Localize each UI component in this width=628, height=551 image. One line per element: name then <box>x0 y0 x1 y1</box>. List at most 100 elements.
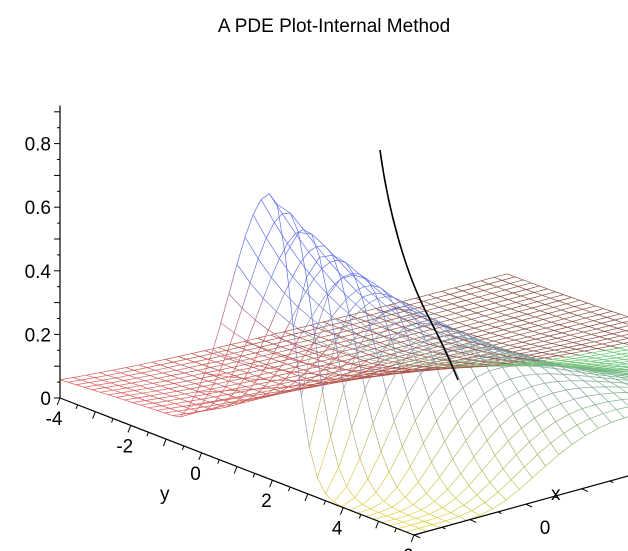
mesh-segment <box>284 352 298 356</box>
mesh-segment <box>381 361 395 365</box>
mesh-segment <box>511 328 525 333</box>
mesh-segment <box>533 347 547 352</box>
mesh-segment <box>392 335 401 342</box>
mesh-segment <box>423 369 432 372</box>
mesh-segment <box>513 413 522 429</box>
mesh-segment <box>415 370 424 372</box>
mesh-segment <box>594 404 604 414</box>
mesh-segment <box>484 363 493 365</box>
mesh-segment <box>436 420 445 442</box>
mesh-segment <box>507 440 517 455</box>
mesh-segment <box>190 388 199 392</box>
mesh-segment <box>605 386 614 394</box>
y-tick-label: 2 <box>261 491 272 512</box>
mesh-segment <box>393 361 402 364</box>
mesh-segment <box>379 342 388 346</box>
mesh-segment <box>404 369 414 372</box>
mesh-segment <box>574 306 583 310</box>
mesh-segment <box>430 362 439 365</box>
mesh-segment <box>441 380 451 403</box>
mesh-segment <box>396 364 410 368</box>
mesh-segment <box>594 341 603 345</box>
x-tick <box>553 496 558 499</box>
mesh-segment <box>625 330 628 332</box>
mesh-segment <box>553 303 567 308</box>
mesh-segment <box>179 375 193 379</box>
mesh-segment <box>518 311 528 315</box>
x-tick <box>609 480 614 484</box>
mesh-segment <box>473 303 482 307</box>
mesh-segment <box>257 367 266 380</box>
mesh-segment <box>263 355 272 359</box>
mesh-segment <box>212 353 221 357</box>
mesh-segment <box>478 409 493 425</box>
mesh-segment <box>349 374 358 379</box>
mesh-segment <box>431 462 440 478</box>
mesh-segment <box>476 494 486 503</box>
mesh-segment <box>260 366 275 371</box>
mesh-segment <box>479 508 494 516</box>
mesh-segment <box>576 418 591 426</box>
mesh-segment <box>507 299 517 303</box>
mesh-segment <box>339 351 349 356</box>
mesh-segment <box>614 319 623 323</box>
mesh-segment <box>309 324 319 329</box>
mesh-segment <box>399 511 409 516</box>
mesh-segment <box>378 314 392 319</box>
mesh-segment <box>452 300 466 305</box>
mesh-segment <box>601 370 610 373</box>
mesh-segment <box>415 323 425 327</box>
mesh-segment <box>596 328 605 332</box>
mesh-segment <box>574 302 588 307</box>
mesh-segment <box>149 372 164 376</box>
mesh-segment <box>274 389 284 393</box>
mesh-segment <box>568 408 583 415</box>
mesh-segment <box>563 294 572 298</box>
mesh-segment <box>587 393 601 397</box>
mesh-segment <box>456 330 466 338</box>
mesh-segment <box>572 317 586 322</box>
mesh-segment <box>139 385 148 389</box>
mesh-segment <box>373 320 387 325</box>
mesh-segment <box>252 199 262 215</box>
mesh-segment <box>409 466 419 483</box>
mesh-segment <box>477 336 486 340</box>
x-tick-label: 0 <box>540 518 551 539</box>
mesh-segment <box>123 377 137 381</box>
mesh-segment <box>467 362 476 365</box>
mesh-segment <box>595 355 609 359</box>
mesh-segment <box>267 387 276 394</box>
mesh-segment <box>353 316 367 327</box>
mesh-segment <box>450 339 465 344</box>
mesh-segment <box>320 337 330 341</box>
mesh-segment <box>546 347 555 351</box>
mesh-segment <box>550 442 559 455</box>
mesh-segment <box>228 358 237 363</box>
mesh-segment <box>613 349 627 353</box>
mesh-segment <box>609 325 618 329</box>
mesh-segment <box>415 397 429 421</box>
mesh-segment <box>602 343 611 347</box>
mesh-segment <box>498 331 512 336</box>
mesh-segment <box>328 335 338 347</box>
mesh-segment <box>406 354 420 359</box>
mesh-segment <box>381 518 396 523</box>
mesh-segment <box>298 375 307 379</box>
mesh-segment <box>518 391 527 405</box>
mesh-segment <box>226 372 235 377</box>
mesh-segment <box>409 443 424 467</box>
mesh-segment <box>544 381 558 384</box>
mesh-segment <box>486 299 495 304</box>
mesh-segment <box>516 322 531 327</box>
mesh-segment <box>201 401 216 405</box>
mesh-segment <box>532 304 546 309</box>
mesh-segment <box>503 357 517 362</box>
mesh-segment <box>291 334 300 338</box>
mesh-segment <box>417 303 432 309</box>
mesh-segment <box>606 362 620 365</box>
mesh-segment <box>392 338 401 343</box>
mesh-segment <box>464 339 473 343</box>
x-axis-line <box>413 475 628 536</box>
mesh-segment <box>146 367 156 371</box>
mesh-segment <box>465 423 480 441</box>
